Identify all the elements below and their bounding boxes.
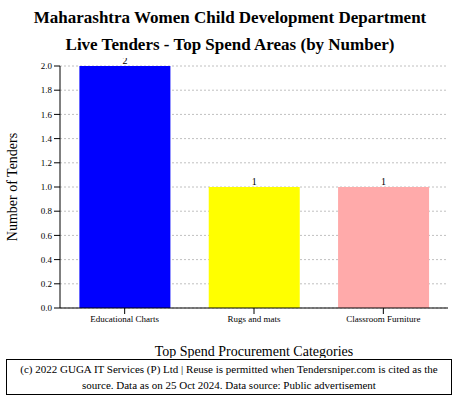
svg-text:Number of Tenders: Number of Tenders: [8, 133, 20, 241]
svg-text:0.2: 0.2: [41, 279, 52, 289]
svg-text:0.0: 0.0: [41, 303, 53, 313]
svg-text:Classroom Furniture: Classroom Furniture: [346, 314, 420, 324]
svg-text:2: 2: [122, 58, 127, 66]
svg-text:0.6: 0.6: [41, 231, 53, 241]
html-text:Live Tenders - Top Spend Areas: Live Tenders - Top Spend Areas (by Numbe…: [65, 35, 395, 54]
svg-text:0.4: 0.4: [41, 255, 53, 265]
svg-text:Educational Charts: Educational Charts: [90, 314, 159, 324]
svg-text:1.4: 1.4: [41, 134, 53, 144]
svg-text:2.0: 2.0: [41, 61, 53, 71]
html-text:Maharashtra Women Child Develo: Maharashtra Women Child Development Depa…: [33, 8, 427, 27]
svg-text:Top Spend Procurement Categori: Top Spend Procurement Categories: [155, 344, 353, 358]
svg-text:1.8: 1.8: [41, 85, 53, 95]
html-text:(c) 2022 GUGA IT Services (P): (c) 2022 GUGA IT Services (P) Ltd | Reus…: [20, 363, 438, 391]
svg-text:1.0: 1.0: [41, 182, 53, 192]
svg-text:1.2: 1.2: [41, 158, 52, 168]
svg-text:1.6: 1.6: [41, 110, 53, 120]
svg-text:Rugs and mats: Rugs and mats: [228, 314, 281, 324]
svg-text:0.8: 0.8: [41, 206, 53, 216]
svg-text:1: 1: [252, 176, 257, 187]
svg-text:1: 1: [381, 176, 386, 187]
